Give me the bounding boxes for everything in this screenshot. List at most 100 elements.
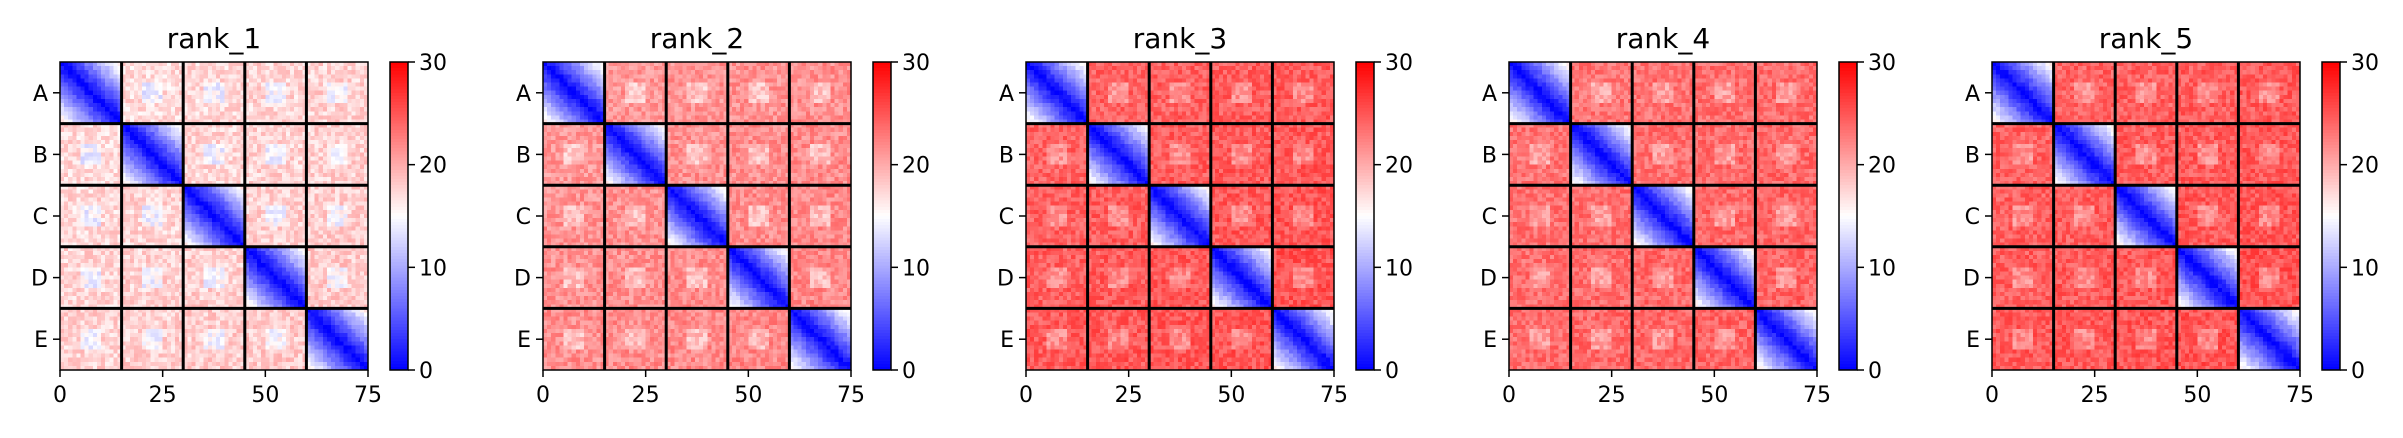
heatmap-cell [306,246,312,252]
heatmap-cell [277,103,283,108]
heatmap-cell [216,176,221,182]
heatmap-cell [133,246,139,252]
heatmap-cell [224,201,229,207]
heatmap-cell [236,209,242,215]
heatmap-cell [339,304,344,309]
heatmap-cell [232,275,238,281]
heatmap-cell [216,296,221,301]
heatmap-cell [281,230,287,236]
heatmap-cell [105,304,110,309]
heatmap-cell [306,62,312,67]
heatmap-cell [203,144,209,149]
heatmap-cell [224,296,229,301]
heatmap-cell [138,107,143,112]
heatmap-cell [72,193,78,199]
heatmap-cell [88,90,94,96]
heatmap-cell [162,275,168,281]
heatmap-cell [359,259,365,264]
heatmap-cell [220,90,225,96]
heatmap-cell [80,238,86,244]
heatmap-cell [146,283,151,289]
heatmap-cell [298,74,303,80]
heatmap-cell [273,168,279,174]
heatmap-cell [203,185,209,190]
heatmap-cell [84,152,90,158]
heatmap-cell [244,296,250,301]
heatmap-cell [92,226,98,231]
heatmap-cell [339,107,344,112]
heatmap-cell [84,296,90,301]
heatmap-cell [318,213,324,219]
heatmap-cell [76,283,82,289]
heatmap-cell [248,189,254,195]
heatmap-cell [154,304,160,309]
heatmap-cell [310,148,316,153]
heatmap-cell [220,209,225,215]
heatmap-cell [179,308,184,314]
heatmap-cell [322,213,328,219]
heatmap-cell [191,312,197,318]
heatmap-cell [146,62,151,67]
heatmap-cell [318,103,324,108]
heatmap-cell [60,135,65,141]
heatmap-cell [64,144,69,149]
heatmap-cell [68,255,73,260]
heatmap-cell [331,148,336,153]
heatmap-cell [203,164,209,170]
heatmap-cell [347,62,353,67]
heatmap-cell [121,193,127,199]
heatmap-cell [306,94,312,100]
heatmap-cell [174,62,180,67]
heatmap-cell [298,123,303,129]
heatmap-cell [363,312,369,318]
heatmap-cell [142,259,147,264]
heatmap-cell [76,66,82,71]
heatmap-cell [170,111,176,116]
heatmap-cell [240,201,246,207]
heatmap-cell [261,242,266,248]
heatmap-cell [265,275,271,281]
heatmap-cell [347,242,353,248]
heatmap-cell [273,86,279,92]
heatmap-cell [179,316,184,322]
heatmap-cell [187,230,193,236]
heatmap-cell [170,168,176,174]
heatmap-cell [113,86,119,92]
heatmap-cell [109,70,114,75]
heatmap-cell [96,263,102,268]
heatmap-cell [253,86,258,92]
heatmap-cell [121,181,127,186]
heatmap-cell [216,152,221,158]
heatmap-cell [248,62,254,67]
heatmap-cell [207,127,213,133]
heatmap-cell [88,82,94,88]
heatmap-cell [277,308,283,314]
heatmap-cell [216,70,221,75]
heatmap-cell [318,308,324,314]
heatmap-cell [273,271,279,277]
heatmap-cell [310,90,316,96]
heatmap-cell [183,271,188,277]
heatmap-cell [257,197,262,203]
heatmap-cell [187,213,193,219]
heatmap-cell [76,250,82,256]
heatmap-cell [170,74,176,80]
heatmap-cell [306,275,312,281]
heatmap-cell [170,312,176,318]
heatmap-cell [101,275,106,281]
heatmap-cell [199,164,205,170]
heatmap-cell [253,201,258,207]
heatmap-cell [121,164,127,170]
heatmap-cell [314,304,320,309]
heatmap-cell [347,115,353,121]
heatmap-cell [92,291,98,297]
heatmap-cell [240,86,246,92]
heatmap-cell [76,135,82,141]
heatmap-cell [314,78,320,84]
heatmap-cell [179,82,184,88]
heatmap-cell [359,78,365,84]
heatmap-cell [60,230,65,236]
heatmap-cell [232,230,238,236]
heatmap-cell [72,168,78,174]
